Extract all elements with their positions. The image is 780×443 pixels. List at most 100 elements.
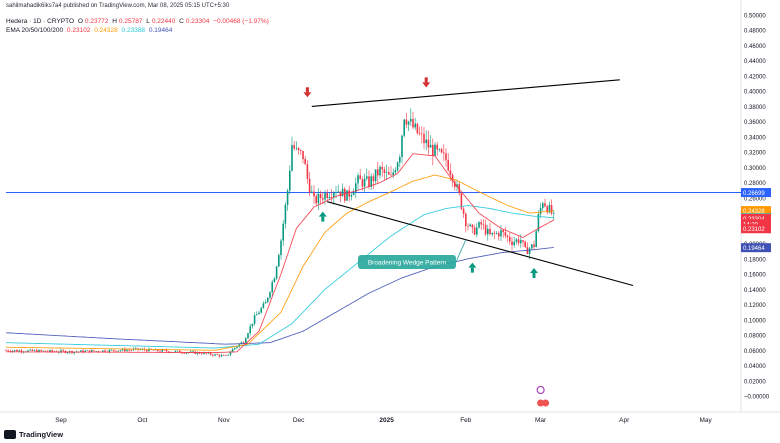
annotation-label: Broadening Wedge Pattern: [368, 260, 447, 267]
candle-body: [480, 222, 482, 225]
y-tick-label: 0.28000: [744, 181, 766, 187]
candle-body: [242, 342, 245, 343]
candle-body: [429, 144, 432, 148]
y-tick-label: 0.40000: [744, 90, 766, 96]
candle-body: [117, 350, 119, 352]
candle-body: [467, 225, 469, 227]
candle-body: [454, 181, 456, 188]
candle-body: [275, 266, 278, 279]
candle-body: [18, 350, 20, 352]
candle-body: [82, 350, 84, 353]
candle-body: [539, 208, 542, 215]
candle-body: [361, 179, 364, 187]
candle-body: [421, 133, 423, 135]
up-arrow-head: [530, 267, 538, 273]
ema100-line: [6, 205, 554, 349]
candle-body: [273, 278, 276, 283]
candle-body: [176, 350, 179, 352]
ema50-line: [5, 174, 554, 351]
close-value: 0.23304: [185, 18, 210, 25]
candle-body: [293, 145, 295, 149]
candle-body: [390, 174, 392, 176]
x-tick-label: 2025: [379, 417, 394, 424]
candle-body: [260, 308, 262, 313]
event-icon: [536, 386, 545, 394]
candle-body: [168, 351, 170, 353]
down-arrow-shaft: [424, 77, 428, 83]
ema20-line: [6, 153, 555, 354]
candle-body: [300, 150, 302, 151]
candle-body: [181, 352, 183, 354]
candle-body: [229, 352, 232, 355]
y-tick-label: 0.26000: [744, 196, 766, 202]
candle-body: [405, 119, 408, 125]
candle-body: [295, 148, 298, 149]
x-tick-label: Sep: [55, 417, 67, 424]
up-arrow-shaft: [321, 216, 325, 222]
candle-body: [504, 232, 507, 236]
wedge-lower-trendline: [327, 201, 634, 287]
y-tick-label: 0.16000: [744, 273, 766, 279]
candle-body: [322, 198, 324, 200]
candle-body: [418, 133, 421, 134]
candle-body: [119, 350, 122, 351]
candle-body: [286, 190, 289, 205]
candle-body: [161, 349, 163, 352]
candle-body: [524, 241, 526, 248]
candle-body: [128, 349, 130, 351]
candle-body: [148, 348, 150, 352]
candle-body: [469, 224, 471, 227]
candle-body: [355, 183, 357, 193]
candle-body: [515, 239, 518, 242]
candle-body: [416, 123, 419, 134]
candle-body: [251, 323, 254, 327]
down-arrow-head: [303, 92, 312, 98]
candle-body: [201, 353, 203, 355]
candle-body: [192, 351, 194, 353]
candle-body: [234, 347, 236, 350]
candle-body: [385, 172, 388, 173]
candle-body: [249, 326, 251, 334]
candle-body: [214, 354, 216, 356]
low-value: 0.22440: [151, 18, 176, 25]
candle-body: [258, 312, 260, 315]
candle-body: [174, 351, 177, 353]
candle-body: [139, 349, 141, 351]
candle-body: [5, 350, 7, 351]
low-label: L: [146, 18, 150, 25]
y-tick-label: 0.12000: [744, 303, 766, 309]
event-flag-icon: [542, 399, 550, 407]
candle-body: [126, 349, 128, 352]
candle-body: [487, 228, 489, 235]
candle-body: [231, 349, 234, 353]
candle-body: [102, 350, 104, 352]
candle-body: [520, 240, 522, 244]
candle-body: [20, 350, 23, 352]
candle-body: [546, 206, 548, 213]
candle-body: [445, 153, 447, 161]
candle-body: [493, 232, 496, 234]
candle-body: [328, 196, 331, 198]
candle-body: [399, 157, 401, 163]
candle-body: [185, 352, 188, 354]
ema100-value: 0.23388: [121, 27, 146, 34]
candle-body: [513, 241, 515, 246]
candle-body: [113, 349, 115, 351]
candle-body: [506, 235, 509, 238]
candle-body: [500, 230, 502, 237]
candle-body: [440, 149, 443, 153]
candle-body: [374, 169, 377, 182]
candle-body: [95, 350, 97, 352]
candle-body: [352, 192, 355, 195]
candle-body: [319, 193, 322, 199]
candle-body: [550, 204, 553, 214]
candle-body: [388, 172, 390, 175]
candle-body: [313, 191, 315, 197]
candle-body: [489, 228, 491, 235]
candle-body: [40, 350, 42, 351]
candle-body: [403, 119, 405, 136]
candle-body: [49, 350, 51, 352]
candle-body: [157, 349, 159, 351]
candle-body: [256, 314, 258, 316]
